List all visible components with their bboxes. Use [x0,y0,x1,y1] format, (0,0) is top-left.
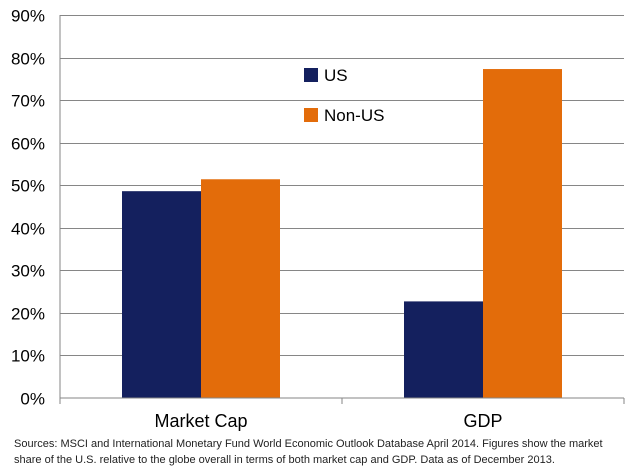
bar-us-market-cap [122,191,201,398]
y-tick-label: 90% [11,7,45,26]
legend: US Non-US [304,66,384,125]
legend-label-non-us: Non-US [324,106,384,125]
source-note: Sources: MSCI and International Monetary… [14,438,603,466]
y-tick-label: 70% [11,92,45,111]
y-tick-label: 60% [11,135,45,154]
bar-non-us-gdp [483,69,562,398]
legend-swatch-non-us [304,108,318,122]
y-tick-label: 0% [20,390,45,409]
x-tick-label: Market Cap [154,411,247,431]
bar-us-gdp [404,301,483,398]
x-tick-label: GDP [463,411,502,431]
legend-swatch-us [304,68,318,82]
legend-label-us: US [324,66,348,85]
x-axis-tick-labels: Market Cap GDP [154,411,502,431]
y-tick-label: 10% [11,347,45,366]
bar-chart: 0% 10% 20% 30% 40% 50% 60% 70% 80% 90% Market Cap… [11,7,625,431]
y-tick-label: 80% [11,50,45,69]
y-tick-label: 20% [11,305,45,324]
y-tick-label: 50% [11,177,45,196]
axes [59,15,625,404]
bar-non-us-market-cap [201,179,280,398]
y-tick-label: 30% [11,262,45,281]
y-tick-label: 40% [11,220,45,239]
bars [122,69,562,398]
y-axis-tick-labels: 0% 10% 20% 30% 40% 50% 60% 70% 80% 90% [11,7,45,409]
